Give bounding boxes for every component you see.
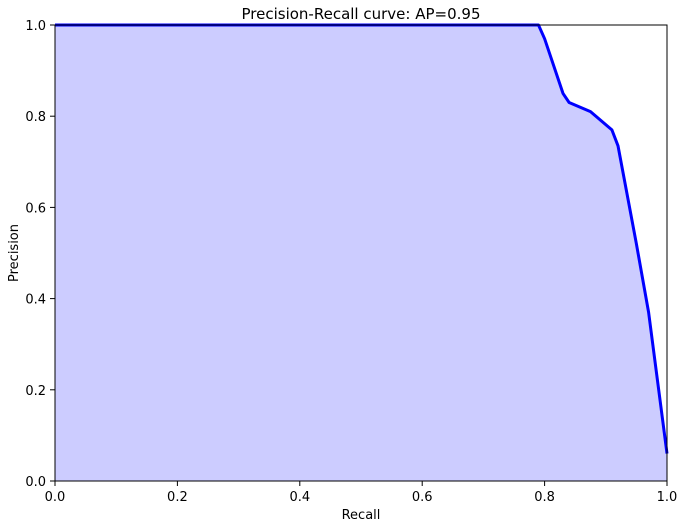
y-tick-label: 0.4	[25, 293, 46, 308]
area-fill	[55, 25, 667, 481]
x-tick-label: 0.8	[534, 490, 555, 505]
x-tick-label: 0.6	[412, 490, 433, 505]
y-tick-label: 0.0	[25, 475, 46, 490]
y-tick-label: 0.2	[25, 384, 46, 399]
y-axis-label: Precision	[7, 224, 22, 282]
x-tick-label: 0.4	[289, 490, 310, 505]
precision-recall-curve	[55, 23, 669, 454]
y-tick-label: 0.8	[25, 110, 46, 125]
y-axis: 0.0 0.2 0.4 0.6 0.8 1.0	[25, 19, 55, 490]
chart-title: Precision-Recall curve: AP=0.95	[242, 5, 481, 23]
x-tick-label: 1.0	[657, 490, 678, 505]
x-axis: 0.0 0.2 0.4 0.6 0.8 1.0	[45, 481, 678, 505]
x-tick-label: 0.0	[45, 490, 66, 505]
y-tick-label: 1.0	[25, 19, 46, 34]
y-tick-label: 0.6	[25, 201, 46, 216]
x-axis-label: Recall	[342, 508, 381, 523]
plot-frame	[54, 24, 668, 482]
x-tick-label: 0.2	[167, 490, 188, 505]
